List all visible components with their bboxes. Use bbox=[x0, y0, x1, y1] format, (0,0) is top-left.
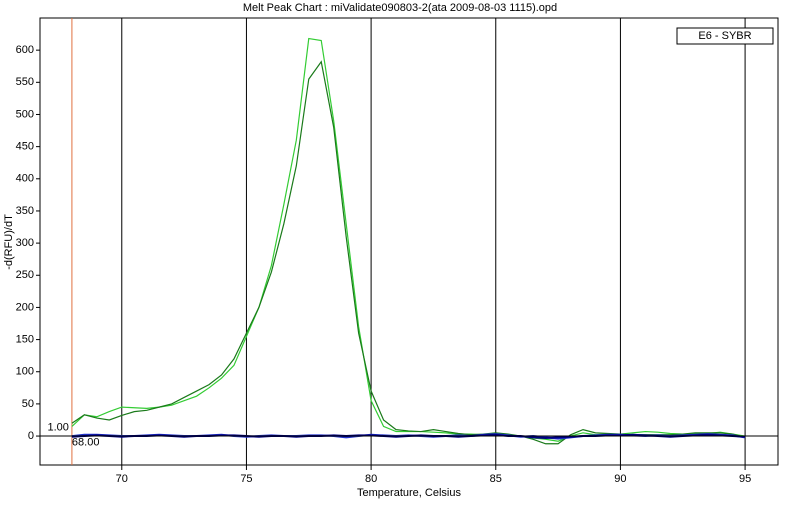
legend-box bbox=[676, 27, 774, 45]
y-tick-label: 350 bbox=[16, 205, 34, 217]
y-tick-label: 450 bbox=[16, 141, 34, 153]
x-tick-label: 80 bbox=[365, 473, 377, 485]
y-axis-label: -d(RFU)/dT bbox=[3, 214, 15, 270]
y-tick-label: 0 bbox=[28, 430, 34, 442]
y-tick-label: 100 bbox=[16, 366, 34, 378]
y-tick-label: 600 bbox=[16, 44, 34, 56]
plot-frame bbox=[39, 17, 779, 466]
x-axis-label: Temperature, Celsius bbox=[357, 487, 461, 499]
x-tick-label: 70 bbox=[116, 473, 128, 485]
chart-title: Melt Peak Chart : miValidate090803-2(ata… bbox=[243, 2, 557, 14]
y-tick-label: 250 bbox=[16, 269, 34, 281]
series-line bbox=[71, 37, 746, 442]
y-tick-label: 50 bbox=[22, 398, 34, 410]
x-tick-label: 90 bbox=[614, 473, 626, 485]
x-tick-label: 85 bbox=[490, 473, 502, 485]
cursor-x-label: 68.00 bbox=[72, 436, 100, 448]
y-tick-label: 200 bbox=[16, 301, 34, 313]
y-tick-label: 400 bbox=[16, 173, 34, 185]
x-tick-label: 75 bbox=[240, 473, 252, 485]
cursor-y-label: 1.00 bbox=[47, 421, 68, 433]
y-tick-label: 500 bbox=[16, 108, 34, 120]
y-tick-label: 150 bbox=[16, 333, 34, 345]
x-tick-label: 95 bbox=[739, 473, 751, 485]
y-tick-label: 550 bbox=[16, 76, 34, 88]
legend-label: E6 - SYBR bbox=[698, 30, 751, 42]
y-tick-label: 300 bbox=[16, 237, 34, 249]
